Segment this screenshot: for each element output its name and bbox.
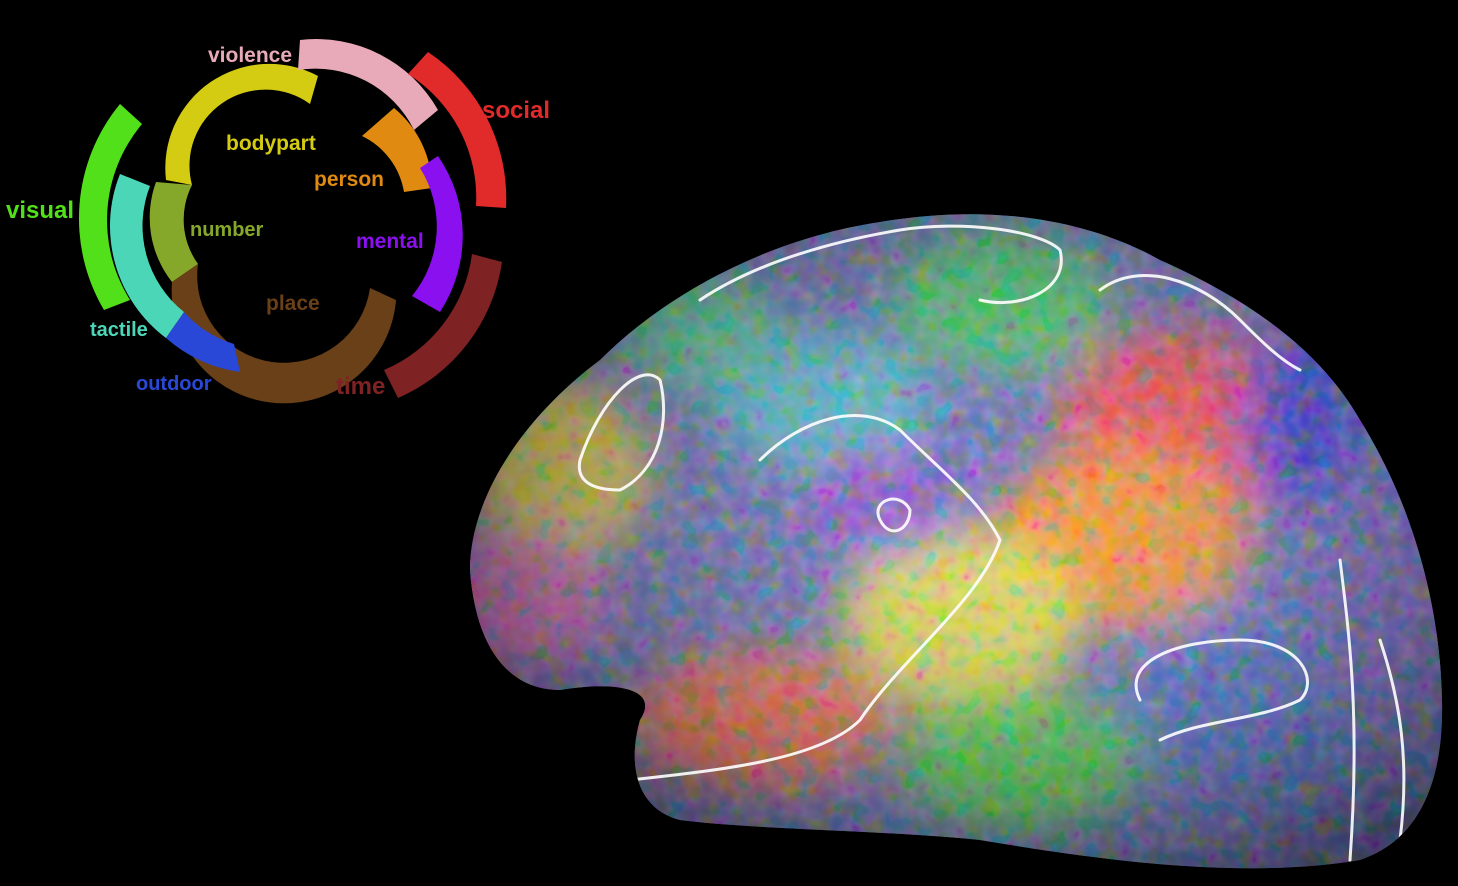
label-social: social: [482, 97, 550, 124]
arc-time: [384, 254, 502, 398]
label-violence: violence: [208, 44, 292, 67]
arc-social: [408, 52, 507, 208]
label-bodypart: bodypart: [226, 132, 316, 155]
arc-person: [362, 108, 432, 192]
arc-outdoor: [166, 312, 240, 372]
label-person: person: [314, 168, 384, 191]
label-number: number: [190, 219, 264, 241]
label-mental: mental: [356, 230, 424, 253]
arc-number: [149, 182, 198, 282]
label-place: place: [266, 292, 320, 315]
label-tactile: tactile: [90, 319, 148, 341]
label-time: time: [336, 373, 385, 400]
arc-bodypart: [165, 63, 318, 185]
brain-surface: [470, 214, 1443, 869]
arc-tactile: [109, 174, 184, 338]
label-visual: visual: [6, 197, 74, 224]
label-outdoor: outdoor: [136, 373, 212, 395]
arc-mental: [412, 156, 463, 312]
arc-violence: [298, 39, 438, 130]
category-legend-wheel: violence social bodypart person visual n…: [6, 39, 550, 404]
arc-visual: [78, 104, 142, 310]
